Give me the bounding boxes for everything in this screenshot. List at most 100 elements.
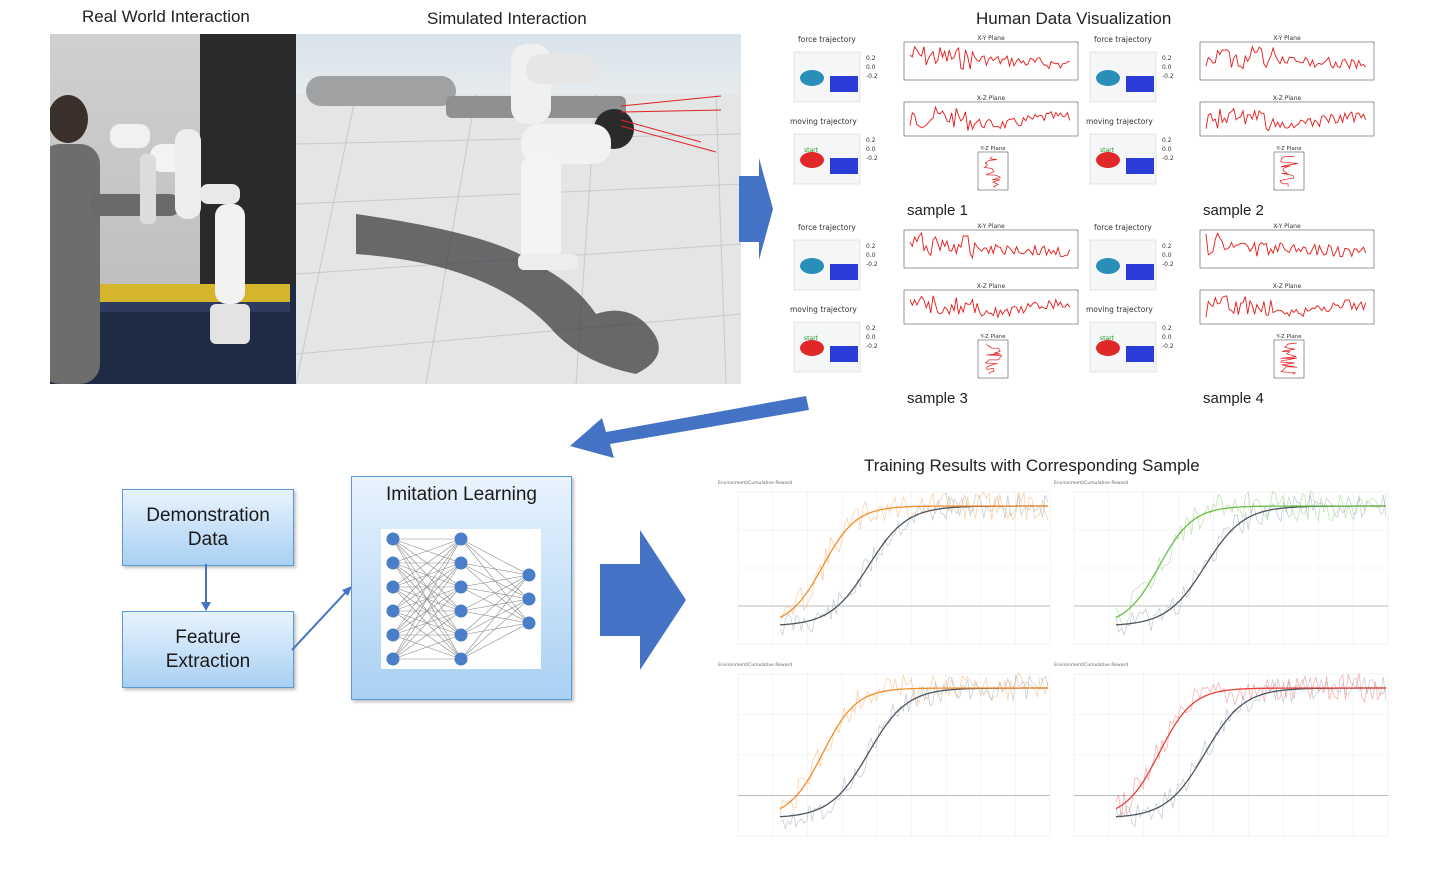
axis-tick: -0.2 — [1162, 261, 1174, 268]
trajectory-3d-plot: start 0.2 0.0 -0.2 — [793, 133, 878, 185]
plane-title: X-Y Plane — [1273, 35, 1301, 42]
plane-plot: X-Y Plane — [903, 35, 1079, 81]
axis-tick: 0.2 — [866, 137, 876, 144]
arrow-right-top — [739, 158, 773, 260]
nn-node — [386, 652, 400, 666]
plane-title: X-Z Plane — [977, 283, 1006, 290]
axis-tick: -0.2 — [1162, 343, 1174, 350]
real-world-photo — [50, 34, 296, 384]
series-raw — [1115, 676, 1387, 828]
human-data-caption: Human Data Visualization — [976, 9, 1172, 28]
real-world-caption: Real World Interaction — [82, 7, 250, 26]
nn-node — [454, 580, 468, 594]
moving-trajectory-label: moving trajectory — [1086, 305, 1153, 314]
plane-plot: X-Y Plane — [1199, 35, 1375, 81]
plane-title: Y-Z Plane — [979, 146, 1006, 152]
chart-title: Environment/Cumulative Reward — [1054, 480, 1128, 486]
nn-edge — [392, 538, 462, 564]
axis-tick: -0.2 — [866, 343, 878, 350]
axis-tick: -0.2 — [1162, 155, 1174, 162]
nn-node — [454, 532, 468, 546]
sample-2-label: sample 2 — [1203, 202, 1264, 219]
axis-tick: -0.2 — [866, 261, 878, 268]
axis-tick: 0.2 — [1162, 243, 1172, 250]
force-trajectory-label: force trajectory — [1094, 223, 1152, 232]
plane-plot: X-Z Plane — [903, 283, 1079, 325]
nn-edge — [392, 538, 462, 612]
trajectory-3d-plot: 0.2 0.0 -0.2 — [793, 51, 878, 103]
trajectory-3d-plot: start 0.2 0.0 -0.2 — [793, 321, 878, 373]
axis-tick: 0.0 — [866, 64, 876, 71]
training-chart: Environment/Cumulative Reward — [718, 480, 1051, 645]
nn-edge — [460, 574, 530, 588]
series-raw — [779, 675, 1049, 831]
axis-tick: 0.2 — [866, 55, 876, 62]
nn-edge — [392, 538, 462, 588]
arrow-diagonal — [570, 396, 809, 458]
nn-node — [454, 604, 468, 618]
trajectory-3d-plot: 0.2 0.0 -0.2 — [793, 239, 878, 291]
series-raw — [1115, 493, 1387, 636]
nn-node — [454, 628, 468, 642]
plane-title: X-Z Plane — [1273, 283, 1302, 290]
nn-edge — [460, 622, 530, 660]
nn-edge — [392, 586, 462, 660]
nn-edge — [460, 598, 530, 660]
nn-node — [386, 580, 400, 594]
plane-title: Y-Z Plane — [979, 334, 1006, 340]
axis-tick: 0.2 — [866, 243, 876, 250]
neural-network-diagram — [381, 529, 541, 669]
series-smoothed — [779, 687, 1048, 810]
nn-edge — [392, 538, 462, 660]
axis-tick: 0.2 — [1162, 325, 1172, 332]
nn-node — [386, 532, 400, 546]
start-label: start — [804, 335, 819, 342]
plane-title: X-Z Plane — [1273, 95, 1302, 102]
axis-tick: -0.2 — [1162, 73, 1174, 80]
series-raw — [1115, 673, 1387, 819]
yz-plane-plot: Y-Z Plane — [1273, 146, 1305, 191]
plane-title: X-Y Plane — [1273, 223, 1301, 230]
nn-edge — [392, 634, 462, 660]
axis-tick: 0.0 — [1162, 252, 1172, 259]
moving-trajectory-label: moving trajectory — [790, 305, 857, 314]
axis-tick: -0.2 — [866, 155, 878, 162]
plane-plot: X-Y Plane — [1199, 223, 1375, 269]
nn-node — [386, 628, 400, 642]
axis-tick: 0.0 — [1162, 64, 1172, 71]
nn-edge — [460, 574, 530, 660]
axis-tick: 0.0 — [866, 252, 876, 259]
feature-label-line1: Feature — [175, 626, 241, 648]
yz-plane-plot: Y-Z Plane — [977, 334, 1009, 379]
arrow-right-bottom — [600, 530, 686, 670]
axis-tick: 0.2 — [1162, 137, 1172, 144]
force-trajectory-label: force trajectory — [798, 223, 856, 232]
plane-plot: X-Z Plane — [1199, 283, 1375, 325]
plane-title: X-Z Plane — [977, 95, 1006, 102]
axis-tick: 0.0 — [1162, 334, 1172, 341]
simulated-caption: Simulated Interaction — [427, 9, 587, 28]
simulated-photo — [296, 34, 741, 384]
plane-title: Y-Z Plane — [1275, 334, 1302, 340]
plane-title: Y-Z Plane — [1275, 146, 1302, 152]
nn-edge — [392, 562, 462, 660]
plane-plot: X-Z Plane — [903, 95, 1079, 137]
nn-edge — [460, 562, 530, 576]
axis-tick: -0.2 — [866, 73, 878, 80]
nn-node — [522, 568, 536, 582]
start-label: start — [1100, 335, 1115, 342]
force-trajectory-label: force trajectory — [1094, 35, 1152, 44]
nn-node — [386, 604, 400, 618]
demonstration-label-line2: Data — [187, 528, 229, 550]
plane-title: X-Y Plane — [977, 223, 1005, 230]
axis-tick: 0.0 — [1162, 146, 1172, 153]
trajectory-3d-plot: start 0.2 0.0 -0.2 — [1089, 321, 1174, 373]
nn-node — [386, 556, 400, 570]
trajectory-3d-plot: 0.2 0.0 -0.2 — [1089, 239, 1174, 291]
nn-edge — [392, 538, 462, 636]
series-raw — [779, 493, 1049, 637]
yz-plane-plot: Y-Z Plane — [977, 146, 1009, 191]
nn-node — [454, 652, 468, 666]
sample-3-label: sample 3 — [907, 390, 968, 407]
demo-to-feature-arrow — [201, 564, 211, 611]
